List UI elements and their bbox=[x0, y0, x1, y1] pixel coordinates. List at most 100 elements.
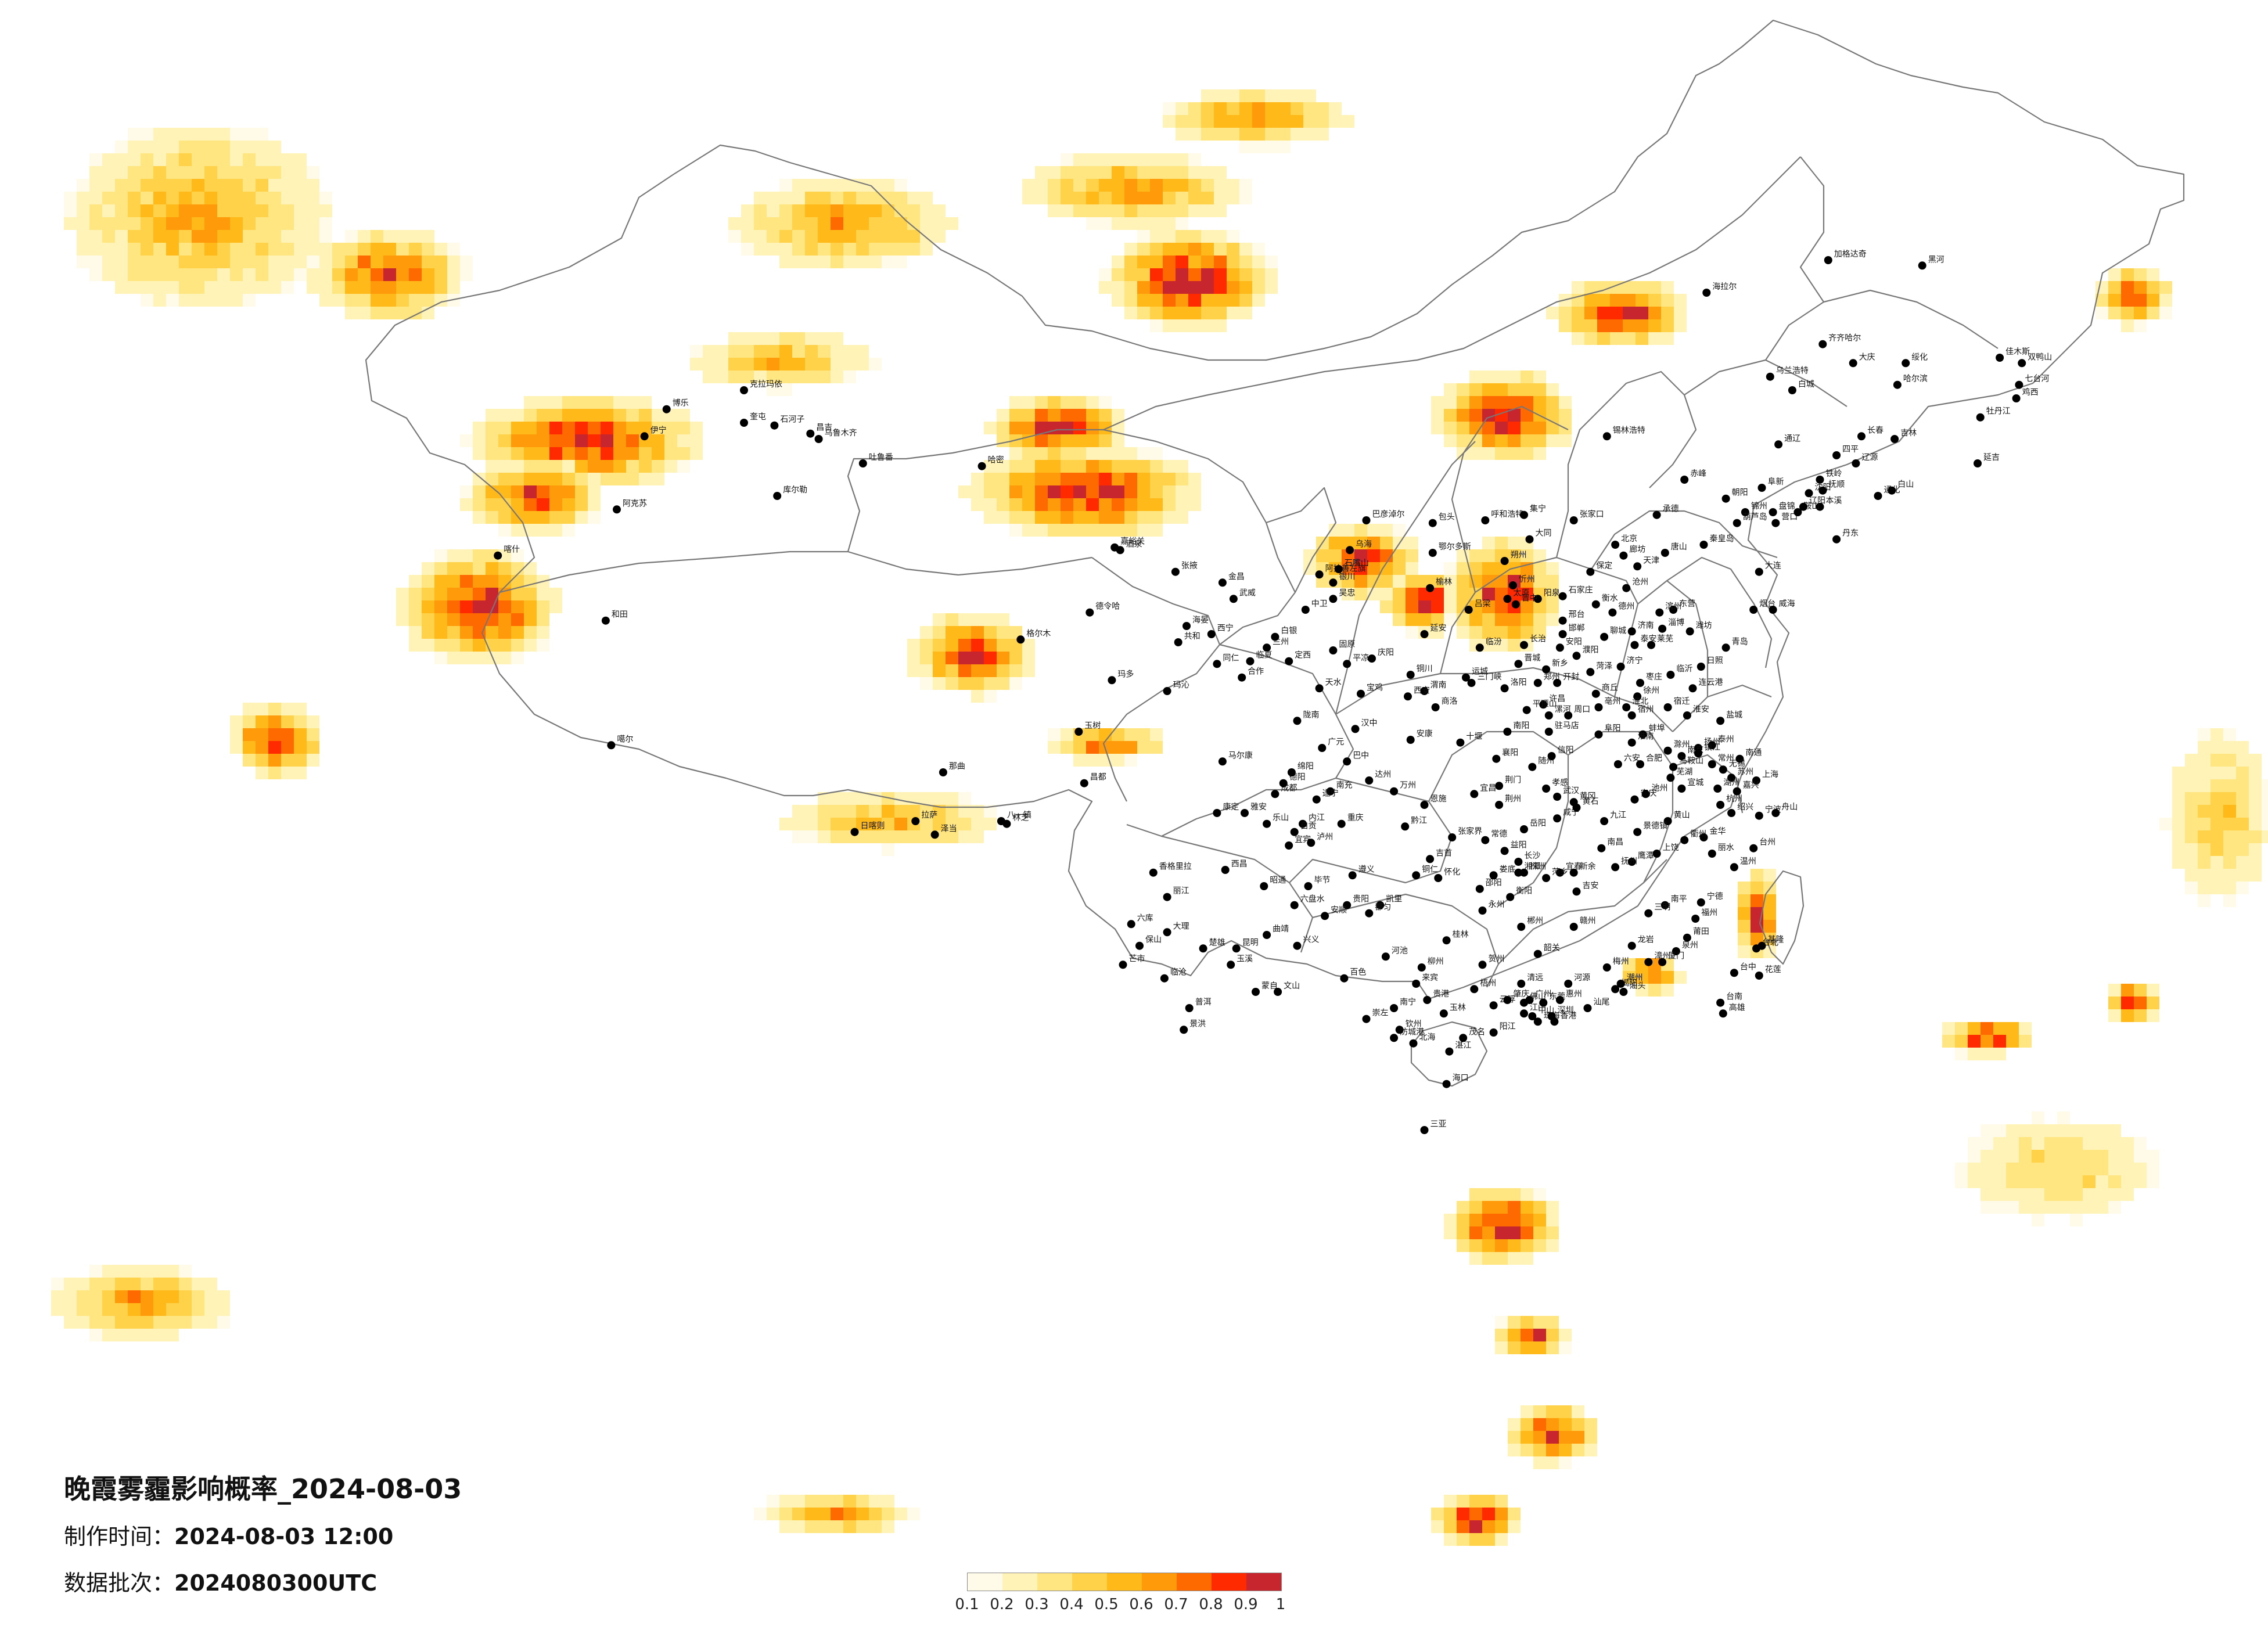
city-marker: 惠州 bbox=[1555, 990, 1582, 1004]
haze-cell bbox=[1252, 141, 1265, 153]
haze-cell bbox=[179, 256, 192, 268]
haze-cell bbox=[1163, 498, 1176, 511]
haze-cell bbox=[396, 281, 409, 294]
haze-cell bbox=[843, 1495, 856, 1508]
haze-cell bbox=[1201, 115, 1214, 128]
city-dot bbox=[1627, 941, 1636, 950]
haze-cell bbox=[1482, 1239, 1495, 1252]
city-dot bbox=[1591, 600, 1600, 609]
legend-swatch bbox=[1246, 1573, 1281, 1591]
haze-cell bbox=[1482, 613, 1495, 626]
city-label: 上饶 bbox=[1663, 843, 1679, 852]
haze-cell bbox=[1035, 460, 1048, 473]
haze-cell bbox=[537, 600, 549, 613]
haze-cell bbox=[946, 217, 958, 230]
haze-cell bbox=[294, 256, 307, 268]
haze-cell bbox=[843, 243, 856, 256]
haze-cell bbox=[256, 715, 268, 728]
haze-cell bbox=[422, 613, 434, 626]
haze-cell bbox=[473, 473, 486, 485]
haze-cell bbox=[396, 256, 409, 268]
haze-cell bbox=[473, 562, 486, 575]
haze-cell bbox=[1559, 396, 1572, 409]
haze-cell bbox=[2019, 1163, 2032, 1175]
haze-cell bbox=[1303, 89, 1316, 102]
haze-cell bbox=[831, 792, 843, 805]
haze-cell bbox=[1521, 588, 1533, 600]
city-marker: 南宁 bbox=[1390, 997, 1416, 1012]
haze-cell bbox=[1124, 485, 1137, 498]
haze-cell bbox=[524, 639, 537, 652]
city-marker: 周口 bbox=[1564, 705, 1590, 720]
haze-cell bbox=[409, 600, 422, 613]
haze-cell bbox=[115, 153, 128, 166]
haze-cell bbox=[971, 639, 984, 652]
haze-cell bbox=[1738, 933, 1751, 945]
city-label: 枣庄 bbox=[1646, 672, 1662, 682]
haze-cell bbox=[1508, 613, 1521, 626]
haze-cell bbox=[1584, 307, 1597, 319]
haze-cell bbox=[256, 703, 268, 715]
haze-cell bbox=[2249, 779, 2262, 792]
haze-cell bbox=[562, 409, 575, 422]
haze-cell bbox=[1124, 166, 1137, 179]
haze-cell bbox=[141, 153, 153, 166]
city-marker: 西安 bbox=[1404, 686, 1430, 701]
haze-cell bbox=[1521, 447, 1533, 460]
haze-cell bbox=[792, 830, 805, 843]
haze-cell bbox=[933, 204, 946, 217]
city-dot bbox=[814, 435, 823, 443]
city-dot bbox=[601, 616, 610, 625]
haze-cell bbox=[179, 230, 192, 243]
city-marker: 六库 bbox=[1127, 913, 1153, 929]
haze-cell bbox=[1176, 498, 1188, 511]
haze-cell bbox=[1214, 319, 1227, 332]
city-marker: 鸡西 bbox=[2012, 387, 2039, 402]
city-label: 驻马店 bbox=[1555, 721, 1579, 731]
haze-cell bbox=[511, 460, 524, 473]
haze-cell bbox=[1546, 409, 1559, 422]
city-dot bbox=[1500, 557, 1509, 565]
haze-cell bbox=[767, 204, 779, 217]
haze-cell bbox=[1444, 409, 1457, 422]
city-marker: 景洪 bbox=[1180, 1019, 1206, 1034]
city-marker: 锦州 bbox=[1741, 501, 1767, 516]
city-label: 普洱 bbox=[1195, 998, 1212, 1007]
haze-cell bbox=[1482, 1201, 1495, 1214]
haze-cell bbox=[141, 204, 153, 217]
haze-cell bbox=[1981, 1137, 1993, 1150]
city-marker: 上海 bbox=[1752, 770, 1778, 785]
city-label: 淮南 bbox=[1638, 732, 1654, 742]
haze-cell bbox=[524, 447, 537, 460]
haze-cell bbox=[1137, 281, 1150, 294]
haze-cell bbox=[562, 473, 575, 485]
legend-tick-label: 0.2 bbox=[990, 1596, 1014, 1613]
haze-cell bbox=[984, 511, 997, 524]
made-time-row: 制作时间：2024-08-03 12:00 bbox=[64, 1519, 393, 1551]
haze-cell bbox=[153, 1303, 166, 1316]
haze-cell bbox=[89, 1278, 102, 1290]
haze-cell bbox=[409, 256, 422, 268]
city-dot bbox=[740, 386, 748, 394]
haze-patch bbox=[1955, 1111, 2159, 1226]
city-marker: 都匀 bbox=[1365, 903, 1391, 918]
haze-cell bbox=[243, 754, 256, 767]
haze-cell bbox=[2236, 779, 2249, 792]
haze-cell bbox=[1112, 728, 1124, 741]
haze-cell bbox=[805, 243, 818, 256]
haze-cell bbox=[894, 830, 907, 843]
haze-cell bbox=[281, 153, 294, 166]
haze-cell bbox=[1073, 179, 1086, 192]
haze-cell bbox=[537, 639, 549, 652]
city-marker: 抚州 bbox=[1611, 857, 1637, 872]
haze-cell bbox=[1508, 1239, 1521, 1252]
haze-cell bbox=[1508, 434, 1521, 447]
haze-cell bbox=[2249, 792, 2262, 805]
haze-cell bbox=[639, 422, 652, 434]
haze-cell bbox=[217, 217, 230, 230]
haze-cell bbox=[1048, 485, 1061, 498]
haze-cell bbox=[294, 153, 307, 166]
haze-cell bbox=[2198, 843, 2211, 856]
haze-cell bbox=[1239, 115, 1252, 128]
haze-cell bbox=[1431, 422, 1444, 434]
